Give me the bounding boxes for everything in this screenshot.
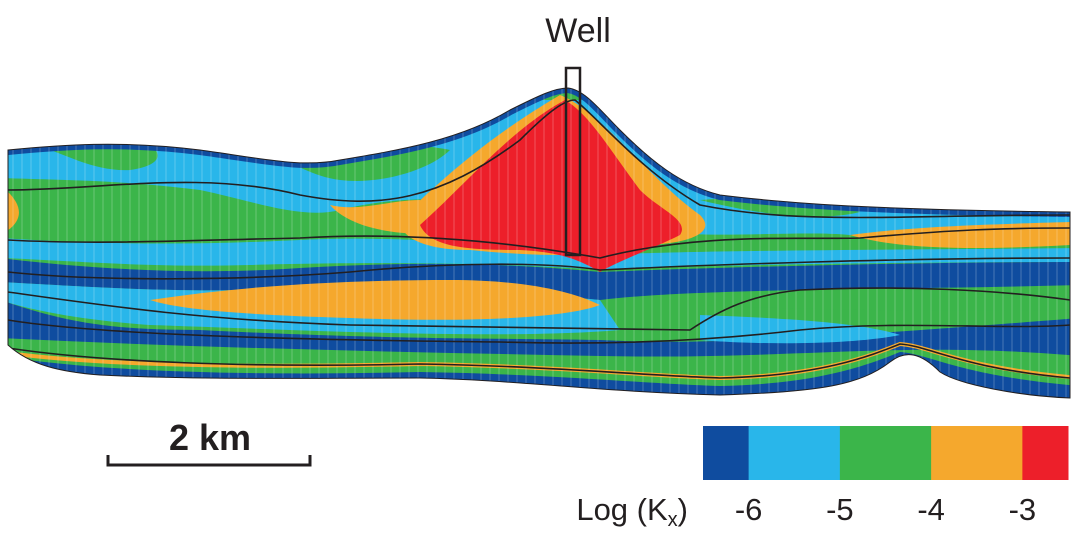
colorbar-tick-label: -4 xyxy=(917,492,945,527)
colorbar-segment xyxy=(1022,426,1068,480)
colorbar: -6 -5 -4 -3 xyxy=(703,426,1069,527)
colorbar-segment xyxy=(749,426,841,480)
colorbar-segment xyxy=(703,426,749,480)
colorbar-title: Log (Kx) xyxy=(576,492,688,531)
colorbar-segment xyxy=(840,426,932,480)
figure: Well 2 km -6 -5 -4 -3 Log (Kx) xyxy=(0,0,1077,535)
cross-section xyxy=(0,60,1077,410)
colorbar-segment xyxy=(931,426,1023,480)
colorbar-tick-label: -6 xyxy=(735,492,763,527)
title-text: Log (K xyxy=(576,492,668,527)
well-label: Well xyxy=(545,12,611,50)
colorbar-tick-label: -5 xyxy=(826,492,854,527)
title-subscript: x xyxy=(668,509,678,531)
scale-label: 2 km xyxy=(169,417,251,458)
colorbar-tick-label: -3 xyxy=(1009,492,1037,527)
title-end: ) xyxy=(678,492,688,527)
